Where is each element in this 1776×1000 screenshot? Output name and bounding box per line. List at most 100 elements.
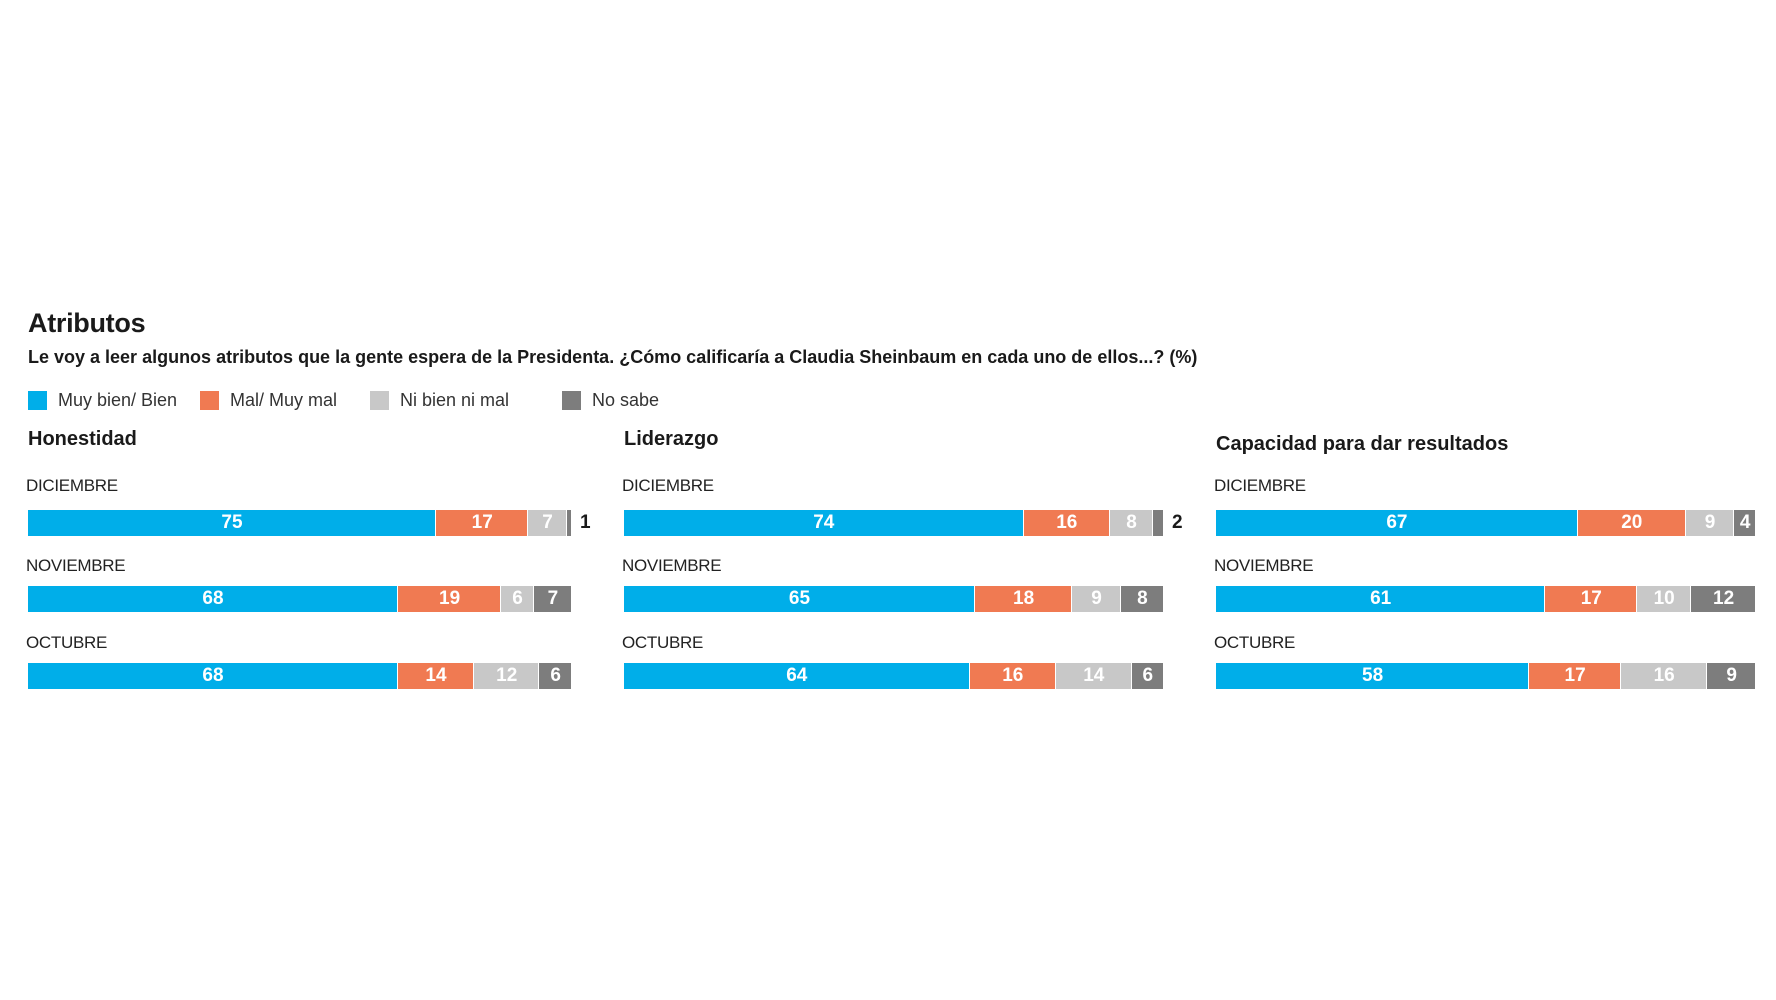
- data-label: 12: [1713, 588, 1735, 609]
- stacked-bar: 64 16 14 6: [624, 663, 1164, 689]
- panel-title: Liderazgo: [624, 428, 719, 450]
- bar-segment: [1529, 663, 1621, 689]
- data-label: 64: [786, 665, 808, 686]
- chart-panel: Liderazgo DICIEMBRE 74 16 8 2 NOVIEMBRE 65 18 9 8 O…: [622, 428, 1184, 698]
- stacked-bar: 67 20 9 4: [1216, 510, 1756, 536]
- data-label: 6: [1142, 665, 1154, 686]
- stacked-bar: 61 17 10 12: [1216, 586, 1756, 612]
- bar-segment: [1637, 586, 1692, 612]
- bar-segment: [533, 586, 572, 612]
- chart-panel: Honestidad DICIEMBRE 75 17 7 1 NOVIEMBRE 68 19 6 7…: [26, 428, 591, 698]
- legend-swatch: [562, 391, 581, 410]
- bar-segment: [28, 663, 398, 689]
- chart-title: Atributos: [28, 308, 146, 338]
- bar-segment: [28, 586, 398, 612]
- bar-segment: [1691, 586, 1756, 612]
- data-label: 61: [1370, 588, 1392, 609]
- bar-segment: [397, 663, 475, 689]
- stacked-bar: 68 14 12 6: [28, 663, 572, 689]
- legend-label: Ni bien ni mal: [400, 390, 510, 410]
- stacked-bar: 58 17 16 9: [1216, 663, 1756, 689]
- stacked-bar: 68 19 6 7: [28, 586, 572, 612]
- bar-segment: [1707, 663, 1756, 689]
- data-label: 16: [1002, 665, 1024, 686]
- data-label: 68: [202, 665, 224, 686]
- bar-segment: [436, 510, 529, 536]
- bar-segment: [1131, 663, 1164, 689]
- bar-segment: [1072, 586, 1121, 612]
- data-label: 2: [1172, 512, 1183, 533]
- data-label: 65: [788, 588, 811, 609]
- bar-segment: [975, 586, 1073, 612]
- legend-swatch: [200, 391, 219, 410]
- data-label: 20: [1621, 512, 1643, 533]
- legend-swatch: [370, 391, 389, 410]
- month-label: DICIEMBRE: [1214, 476, 1306, 495]
- data-label: 19: [439, 588, 461, 609]
- data-label: 75: [221, 512, 243, 533]
- legend-label: No sabe: [592, 390, 660, 410]
- bar-segment: [1734, 510, 1756, 536]
- bar-segment: [624, 510, 1024, 536]
- data-label: 16: [1653, 665, 1675, 686]
- panel-title: Capacidad para dar resultados: [1216, 433, 1509, 455]
- bar-segment: [501, 586, 534, 612]
- data-label: 17: [1580, 588, 1602, 609]
- data-label: 7: [542, 512, 553, 533]
- bar-segment: [28, 510, 436, 536]
- bar-segment: [474, 663, 540, 689]
- data-label: 1: [580, 512, 591, 533]
- data-label: 8: [1126, 512, 1137, 533]
- stacked-bar: 65 18 9 8: [624, 586, 1164, 612]
- data-label: 12: [496, 665, 518, 686]
- data-label: 68: [202, 588, 224, 609]
- bar-segment: [1685, 510, 1735, 536]
- month-label: NOVIEMBRE: [622, 556, 722, 575]
- bar-segment: [1216, 586, 1546, 612]
- data-label: 6: [512, 588, 523, 609]
- bar-segment: [539, 663, 572, 689]
- month-label: NOVIEMBRE: [26, 556, 126, 575]
- panel-title: Honestidad: [28, 428, 137, 450]
- month-label: DICIEMBRE: [26, 476, 118, 495]
- legend-label: Mal/ Muy mal: [230, 390, 338, 410]
- stacked-bar: 75 17 7 1: [28, 510, 591, 536]
- data-label: 17: [471, 512, 493, 533]
- bar-segment: [624, 586, 975, 612]
- data-label: 9: [1704, 512, 1716, 533]
- data-label: 14: [1083, 665, 1105, 686]
- bar-segment: [624, 663, 970, 689]
- bar-segment: [1120, 586, 1164, 612]
- bar-segment: [1023, 510, 1110, 536]
- data-label: 67: [1386, 512, 1408, 533]
- bar-segment: [397, 586, 502, 612]
- legend-swatch: [28, 391, 47, 410]
- month-label: NOVIEMBRE: [1214, 556, 1314, 575]
- data-label: 16: [1056, 512, 1078, 533]
- month-label: DICIEMBRE: [622, 476, 714, 495]
- stacked-bar: 74 16 8 2: [624, 510, 1183, 536]
- bar-segment: [1621, 663, 1708, 689]
- data-label: 14: [425, 665, 447, 686]
- data-label: 58: [1362, 665, 1384, 686]
- month-label: OCTUBRE: [1214, 633, 1296, 652]
- bar-segment: [1056, 663, 1132, 689]
- legend-label: Muy bien/ Bien: [58, 390, 178, 410]
- chart-panel: Capacidad para dar resultados DICIEMBRE 67…: [1214, 428, 1776, 698]
- data-label: 18: [1013, 588, 1035, 609]
- bar-segment: [566, 510, 572, 536]
- data-label: 74: [813, 512, 835, 533]
- month-label: OCTUBRE: [26, 633, 108, 652]
- data-label: 6: [550, 665, 561, 686]
- bar-segment: [969, 663, 1056, 689]
- data-label: 17: [1564, 665, 1586, 686]
- bar-segment: [1153, 510, 1164, 536]
- bar-segment: [1110, 510, 1154, 536]
- data-label: 8: [1137, 588, 1148, 609]
- data-label: 9: [1726, 665, 1737, 686]
- bar-segment: [1577, 510, 1686, 536]
- data-label: 7: [547, 588, 559, 609]
- bar-segment: [1216, 510, 1578, 536]
- month-label: OCTUBRE: [622, 633, 704, 652]
- data-label: 4: [1739, 512, 1751, 533]
